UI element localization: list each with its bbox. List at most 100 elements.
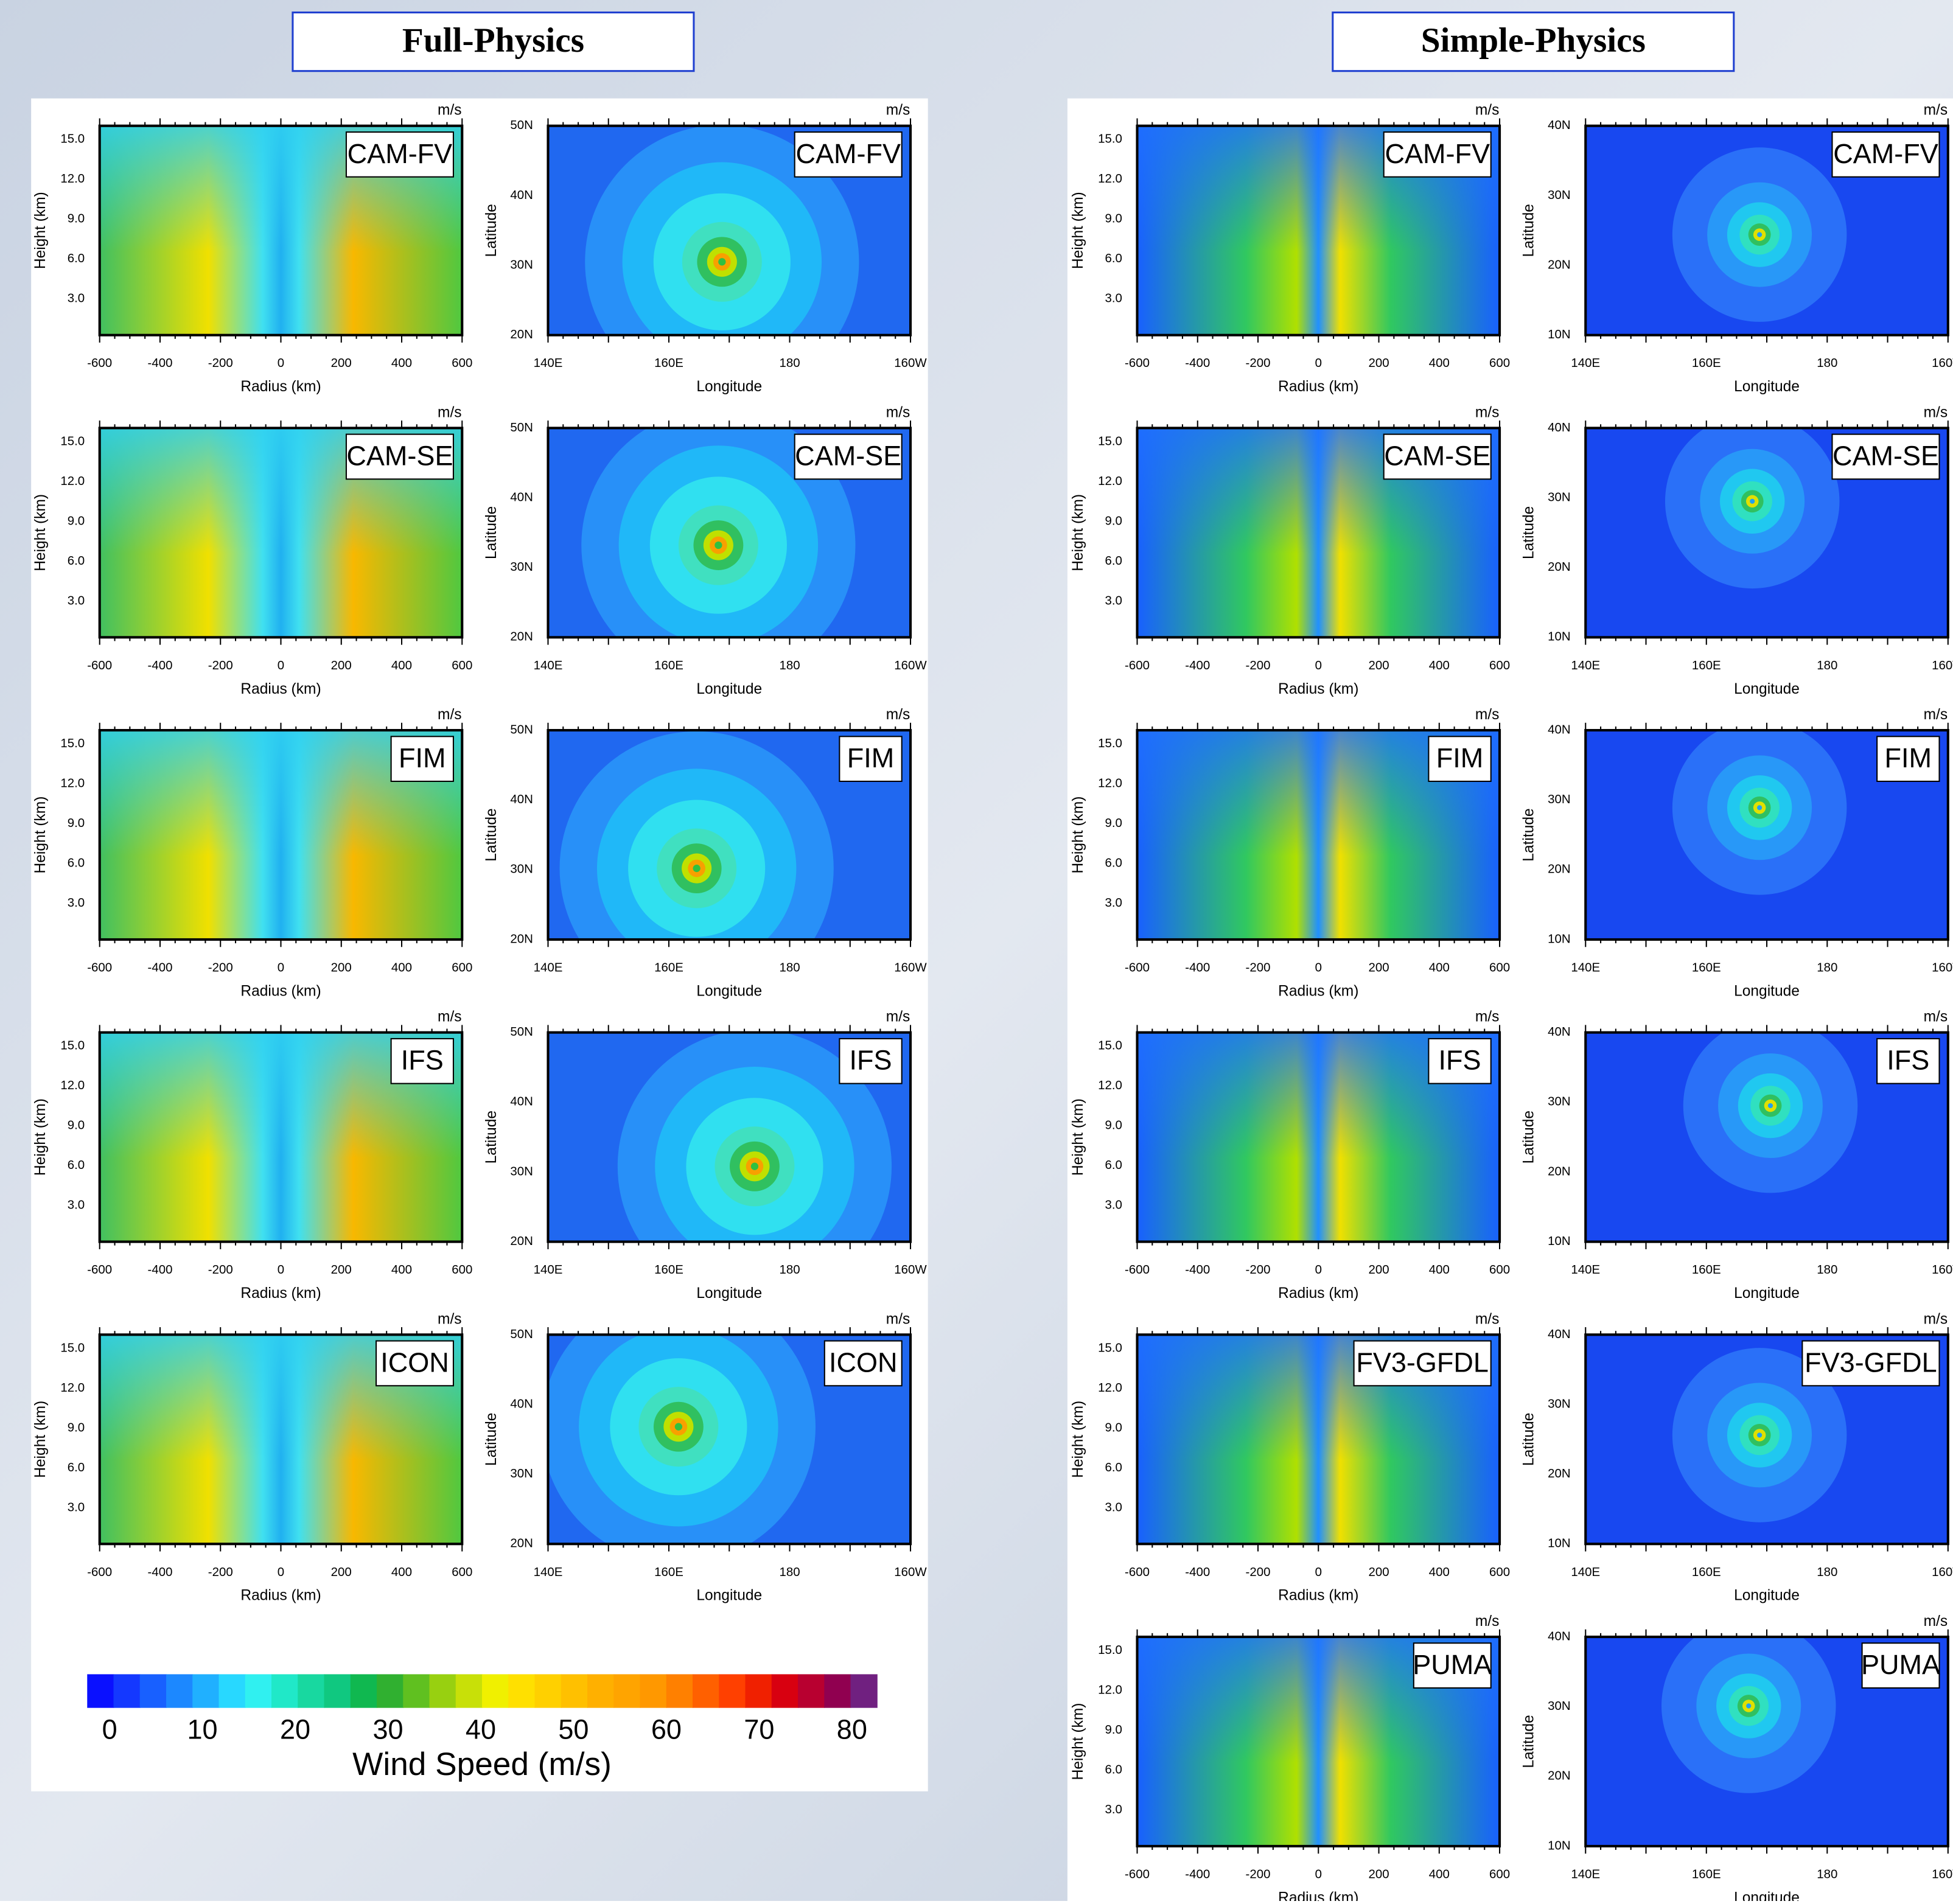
x-tick-label: 160W [894, 1565, 927, 1579]
colorbar-swatch [508, 1674, 536, 1708]
x-tick-label: 200 [1368, 1263, 1389, 1277]
wind-contour [674, 1423, 683, 1431]
x-tick-label: 0 [1315, 1867, 1322, 1881]
x-tick-label: 400 [391, 960, 412, 974]
x-tick-label: -400 [1185, 658, 1210, 672]
x-tick-label: 400 [1429, 1263, 1450, 1277]
x-tick-label: 160W [1932, 1263, 1953, 1277]
model-label-box [1413, 1642, 1492, 1689]
map-field [1585, 1032, 1948, 1242]
colorbar-swatch [824, 1674, 851, 1708]
section-title: Full-Physics [402, 21, 584, 60]
model-label-box [1801, 1340, 1940, 1387]
model-label-box [794, 433, 903, 480]
x-tick-label: 180 [1817, 1867, 1837, 1881]
x-axis-label: Radius (km) [240, 1285, 321, 1302]
x-axis-label: Longitude [1734, 681, 1800, 697]
x-tick-label: 160E [1692, 1867, 1721, 1881]
unit: m/s [438, 706, 462, 723]
simple-physics-panel [1067, 98, 1953, 1902]
y-tick-label: 10N [1548, 1536, 1571, 1550]
colorbar-swatch [850, 1674, 878, 1708]
y-axis-label: Height (km) [32, 494, 49, 571]
colorbar-tick-label: 40 [466, 1714, 496, 1745]
x-tick-label: -200 [1246, 960, 1271, 974]
wind-contour [1767, 1103, 1773, 1109]
x-tick-label: 400 [391, 658, 412, 672]
y-axis-label: Latitude [483, 1111, 500, 1163]
colorbar-swatch [403, 1674, 430, 1708]
y-axis-label: Latitude [1521, 1111, 1537, 1163]
x-tick-label: 200 [331, 1565, 352, 1579]
y-tick-label: 6.0 [1105, 856, 1122, 870]
x-tick-label: 140E [1571, 960, 1600, 974]
y-tick-label: 6.0 [68, 856, 85, 870]
x-tick-label: 180 [779, 1565, 800, 1579]
x-tick-label: 400 [1429, 1867, 1450, 1881]
y-tick-label: 40N [510, 1397, 533, 1411]
colorbar-swatch [455, 1674, 483, 1708]
x-tick-label: 200 [1368, 1867, 1389, 1881]
x-tick-label: -200 [208, 1263, 233, 1277]
colorbar-swatch [429, 1674, 456, 1708]
y-axis-label: Height (km) [32, 1401, 49, 1478]
x-tick-label: 140E [534, 1263, 563, 1277]
x-tick-label: 180 [1817, 960, 1837, 974]
y-axis-label: Height (km) [32, 797, 49, 874]
x-axis-label: Radius (km) [1278, 1889, 1358, 1901]
x-tick-label: -200 [208, 1565, 233, 1579]
y-axis-label: Height (km) [1070, 1401, 1086, 1478]
unit: m/s [886, 1009, 910, 1025]
x-tick-label: 200 [331, 356, 352, 370]
y-tick-label: 12.0 [60, 776, 85, 790]
y-tick-label: 12.0 [60, 172, 85, 186]
x-axis-label: Longitude [696, 681, 762, 697]
y-tick-label: 12.0 [60, 1078, 85, 1092]
map-field [548, 730, 911, 940]
colorbar-swatch [139, 1674, 167, 1708]
x-tick-label: 600 [1489, 1565, 1510, 1579]
x-tick-label: 140E [534, 960, 563, 974]
model-label: CAM-FV [1385, 138, 1490, 169]
x-axis-label: Longitude [1734, 983, 1800, 999]
x-axis-label: Longitude [1734, 1588, 1800, 1604]
colorbar-tick-label: 0 [102, 1714, 117, 1745]
x-tick-label: 0 [278, 658, 284, 672]
y-tick-label: 20N [1548, 560, 1571, 574]
x-tick-label: 160E [1692, 1565, 1721, 1579]
map-field [1585, 428, 1948, 638]
model-label-box [376, 1340, 454, 1387]
colorbar-swatch [218, 1674, 246, 1708]
y-tick-label: 9.0 [1105, 1118, 1122, 1132]
x-tick-label: 180 [779, 658, 800, 672]
y-tick-label: 9.0 [1105, 1420, 1122, 1434]
model-label: FIM [399, 742, 446, 773]
x-tick-label: -400 [1185, 1867, 1210, 1881]
wind-contour [718, 258, 726, 266]
y-axis-label: Height (km) [1070, 494, 1086, 571]
x-tick-label: 600 [1489, 1263, 1510, 1277]
model-label: FIM [1885, 742, 1932, 773]
y-tick-label: 20N [510, 1234, 533, 1248]
x-axis-label: Radius (km) [1278, 1588, 1358, 1604]
model-label: FIM [847, 742, 895, 773]
x-tick-label: 160W [894, 960, 927, 974]
y-tick-label: 9.0 [68, 212, 85, 226]
y-tick-label: 10N [1548, 1838, 1571, 1852]
y-tick-label: 12.0 [1098, 1078, 1122, 1092]
x-tick-label: 400 [1429, 1565, 1450, 1579]
unit: m/s [886, 102, 910, 119]
colorbar-tick-label: 20 [280, 1714, 310, 1745]
x-axis-label: Radius (km) [1278, 681, 1358, 697]
y-tick-label: 15.0 [1098, 1643, 1122, 1657]
x-tick-label: 140E [534, 356, 563, 370]
x-tick-label: -400 [1185, 1565, 1210, 1579]
x-tick-label: 400 [1429, 960, 1450, 974]
y-tick-label: 15.0 [1098, 434, 1122, 448]
colorbar-swatch [113, 1674, 141, 1708]
y-tick-label: 30N [510, 862, 533, 876]
y-tick-label: 50N [510, 722, 533, 736]
x-tick-label: 140E [1571, 658, 1600, 672]
x-axis-label: Longitude [696, 1285, 762, 1302]
x-tick-label: 160E [654, 1565, 683, 1579]
